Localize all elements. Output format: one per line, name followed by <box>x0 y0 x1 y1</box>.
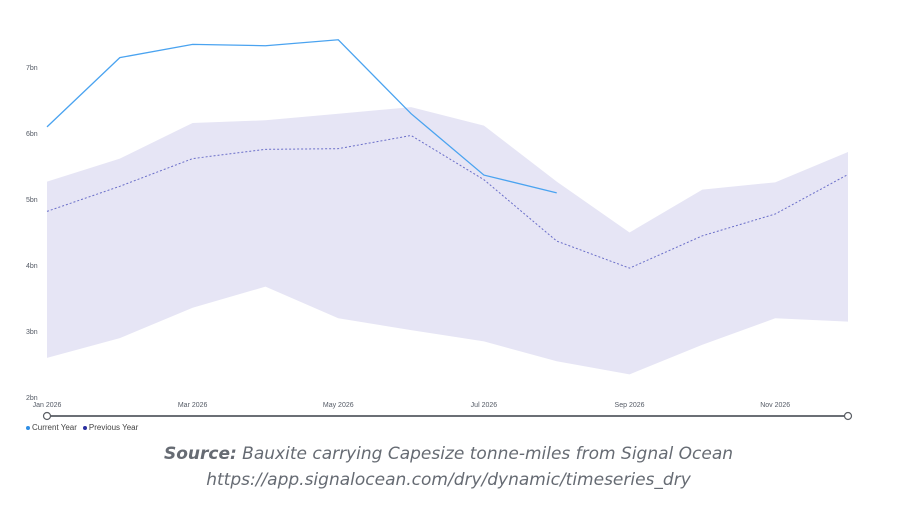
legend-dot-previous-year <box>82 425 87 430</box>
source-url: https://app.signalocean.com/dry/dynamic/… <box>206 470 691 490</box>
y-tick-label: 4bn <box>26 263 38 270</box>
legend-label-current-year: Current Year <box>32 423 77 432</box>
y-tick-label: 3bn <box>26 329 38 336</box>
series-line-previous-year <box>46 134 849 269</box>
y-tick-label: 6bn <box>26 131 38 138</box>
legend-item-current-year[interactable]: Current Year <box>26 423 77 432</box>
range-band-layer <box>47 107 848 375</box>
series-line-current-year <box>46 39 557 194</box>
source-caption: Source: Bauxite carrying Capesize tonne-… <box>0 444 897 464</box>
x-tick-label: Mar 2026 <box>178 402 208 409</box>
range-slider-start-handle[interactable] <box>42 411 52 421</box>
y-tick-label: 5bn <box>26 197 38 204</box>
y-tick-label: 7bn <box>26 65 38 72</box>
y-axis: 2bn 3bn 4bn 5bn 6bn 7bn <box>26 65 38 402</box>
source-label: Source: <box>163 444 237 464</box>
range-band <box>47 107 848 375</box>
x-tick-label: Jan 2026 <box>33 402 62 409</box>
y-tick-label: 2bn <box>26 395 38 402</box>
x-tick-label: Sep 2026 <box>615 402 645 409</box>
x-tick-label: May 2026 <box>323 402 354 409</box>
legend-item-previous-year[interactable]: Previous Year <box>82 423 139 432</box>
x-tick-label: Jul 2026 <box>471 402 498 409</box>
range-slider[interactable] <box>42 411 853 421</box>
chart: 2bn 3bn 4bn 5bn 6bn 7bn Jan 2026 Mar 2026 May 2… <box>26 39 853 421</box>
legend-label-previous-year: Previous Year <box>88 423 139 432</box>
legend-dot-current-year <box>26 425 30 430</box>
series-layer <box>46 39 849 269</box>
x-tick-label: Nov 2026 <box>760 402 790 409</box>
range-slider-end-handle[interactable] <box>843 411 853 421</box>
x-axis: Jan 2026 Mar 2026 May 2026 Jul 2026 Sep 2026… <box>33 402 791 409</box>
legend: Current Year Previous Year <box>26 423 138 432</box>
source-text: Bauxite carrying Capesize tonne-miles fr… <box>236 444 734 464</box>
